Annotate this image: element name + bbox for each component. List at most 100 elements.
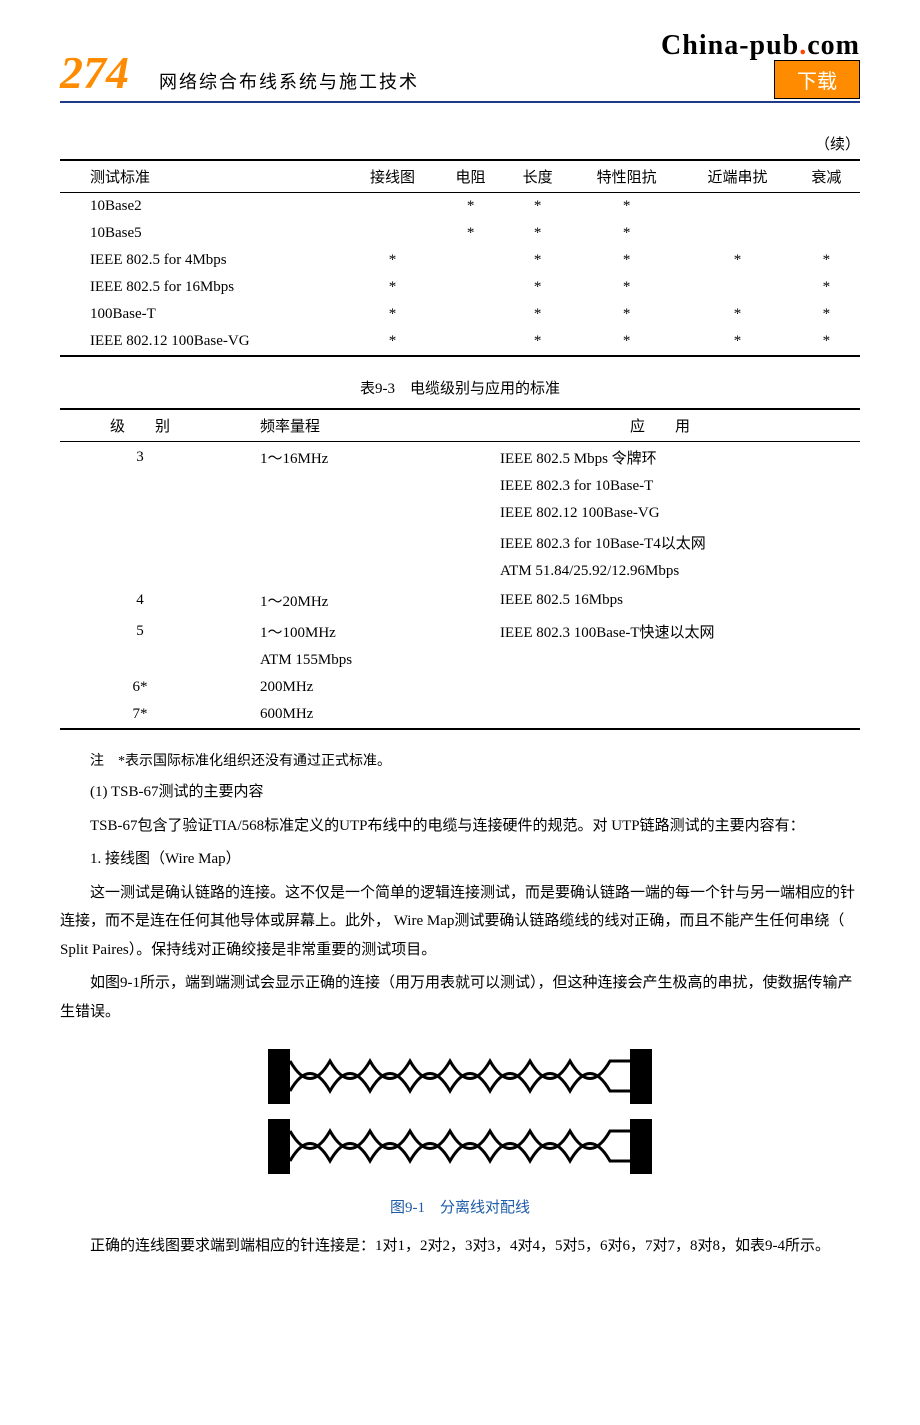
table-cell: [682, 274, 793, 301]
table-cell: IEEE 802.12 100Base-VG: [460, 500, 860, 527]
th: 接线图: [348, 160, 437, 193]
test-standards-table: 测试标准 接线图 电阻 长度 特性阻抗 近端串扰 衰减 10Base2***10…: [60, 159, 860, 357]
table-cell: [60, 527, 220, 558]
table-cell: 100Base-T: [60, 301, 348, 328]
th: 长度: [504, 160, 571, 193]
table2-caption: 表9-3 电缆级别与应用的标准: [60, 377, 860, 398]
table-cell: [460, 701, 860, 729]
table-cell: [348, 220, 437, 247]
table-cell: [437, 301, 504, 328]
table-cell: [220, 558, 460, 585]
table-cell: IEEE 802.3 for 10Base-T4以太网: [460, 527, 860, 558]
table-cell: 1～16MHz: [220, 442, 460, 474]
table-cell: *: [571, 193, 682, 221]
table-cell: 1～20MHz: [220, 585, 460, 616]
download-button[interactable]: 下载: [774, 60, 860, 99]
table-cell: *: [793, 274, 860, 301]
table-cell: IEEE 802.5 16Mbps: [460, 585, 860, 616]
table-cell: *: [437, 193, 504, 221]
table-cell: IEEE 802.3 100Base-T快速以太网: [460, 616, 860, 647]
table-cell: [682, 220, 793, 247]
table-cell: [460, 674, 860, 701]
table-cell: *: [348, 301, 437, 328]
table-cell: 1～100MHz: [220, 616, 460, 647]
th: 特性阻抗: [571, 160, 682, 193]
table-cell: [60, 500, 220, 527]
table-cell: IEEE 802.5 Mbps 令牌环: [460, 442, 860, 474]
table-cell: 10Base5: [60, 220, 348, 247]
table-cell: *: [571, 247, 682, 274]
table-cell: *: [437, 220, 504, 247]
table-cell: [220, 500, 460, 527]
paragraph: TSB-67包含了验证TIA/568标准定义的UTP布线中的电缆与连接硬件的规范…: [60, 812, 860, 841]
table-cell: ATM 155Mbps: [220, 647, 460, 674]
table-cell: *: [793, 328, 860, 356]
table-cell: [60, 647, 220, 674]
th: 测试标准: [60, 160, 348, 193]
table-cell: ATM 51.84/25.92/12.96Mbps: [460, 558, 860, 585]
subsection: 1. 接线图（Wire Map）: [60, 845, 860, 874]
table-cell: 7*: [60, 701, 220, 729]
th: 频率量程: [220, 409, 460, 442]
th: 近端串扰: [682, 160, 793, 193]
section-heading: (1) TSB-67测试的主要内容: [60, 778, 860, 807]
table-cell: [793, 193, 860, 221]
table-cell: 200MHz: [220, 674, 460, 701]
table-cell: [437, 328, 504, 356]
table-cell: [437, 247, 504, 274]
table-cell: [460, 647, 860, 674]
table-cell: *: [504, 247, 571, 274]
page-number: 274: [60, 46, 129, 99]
paragraph: 正确的连线图要求端到端相应的针连接是：1对1，2对2，3对3，4对4，5对5，6…: [60, 1232, 860, 1261]
table-cell: *: [504, 274, 571, 301]
cable-category-table: 级 别 频率量程 应 用 31～16MHzIEEE 802.5 Mbps 令牌环…: [60, 408, 860, 730]
th: 应 用: [460, 409, 860, 442]
table-cell: *: [571, 220, 682, 247]
table-cell: IEEE 802.12 100Base-VG: [60, 328, 348, 356]
table-cell: [348, 193, 437, 221]
table-cell: *: [571, 328, 682, 356]
table-cell: *: [571, 301, 682, 328]
th: 衰减: [793, 160, 860, 193]
paragraph: 如图9-1所示，端到端测试会显示正确的连接（用万用表就可以测试），但这种连接会产…: [60, 969, 860, 1026]
table-cell: *: [793, 301, 860, 328]
table-cell: 3: [60, 442, 220, 474]
table-cell: 10Base2: [60, 193, 348, 221]
th: 电阻: [437, 160, 504, 193]
table-cell: 4: [60, 585, 220, 616]
table-cell: *: [682, 328, 793, 356]
table-cell: *: [682, 301, 793, 328]
table-cell: [60, 558, 220, 585]
table-cell: 6*: [60, 674, 220, 701]
site-logo: China-pub.com: [661, 30, 860, 62]
header-divider: [60, 101, 860, 103]
table-cell: *: [348, 247, 437, 274]
table-cell: [220, 527, 460, 558]
th: 级 别: [60, 409, 220, 442]
table-cell: IEEE 802.5 for 4Mbps: [60, 247, 348, 274]
wire-diagram-svg: [260, 1041, 660, 1181]
table-cell: *: [571, 274, 682, 301]
figure-9-1: 图9-1 分离线对配线: [60, 1041, 860, 1217]
table-cell: *: [504, 301, 571, 328]
logo-area: China-pub.com 下载: [661, 30, 860, 99]
table-cell: [793, 220, 860, 247]
table-cell: [60, 473, 220, 500]
table-cell: [220, 473, 460, 500]
table-cell: 600MHz: [220, 701, 460, 729]
doc-title: 网络综合布线系统与施工技术: [159, 68, 419, 94]
table-cell: *: [504, 193, 571, 221]
continued-label: （续）: [60, 133, 860, 154]
table-cell: *: [348, 274, 437, 301]
table-cell: [437, 274, 504, 301]
paragraph: 这一测试是确认链路的连接。这不仅是一个简单的逻辑连接测试，而是要确认链路一端的每…: [60, 879, 860, 965]
table-cell: IEEE 802.3 for 10Base-T: [460, 473, 860, 500]
figure-caption: 图9-1 分离线对配线: [60, 1196, 860, 1217]
table2-note: 注 *表示国际标准化组织还没有通过正式标准。: [90, 750, 860, 770]
table-cell: *: [348, 328, 437, 356]
table-cell: IEEE 802.5 for 16Mbps: [60, 274, 348, 301]
table-cell: *: [504, 220, 571, 247]
table-cell: *: [682, 247, 793, 274]
table-cell: 5: [60, 616, 220, 647]
table-cell: *: [504, 328, 571, 356]
